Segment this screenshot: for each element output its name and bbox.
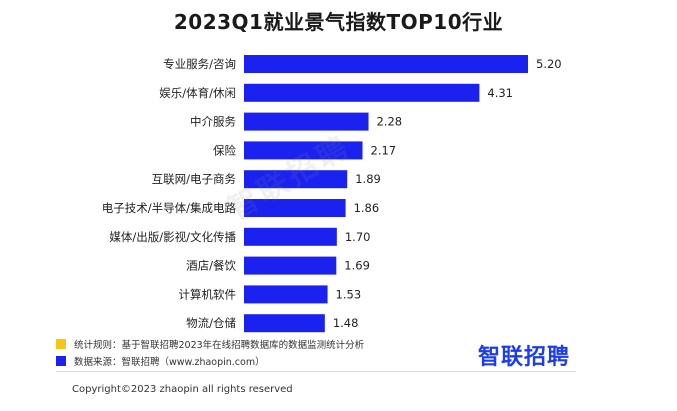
category-label: 酒店/餐饮 <box>186 259 236 273</box>
category-label: 娱乐/体育/休闲 <box>159 86 236 100</box>
bar <box>244 55 528 73</box>
category-label: 专业服务/咨询 <box>163 57 236 71</box>
bar <box>244 141 363 160</box>
legend-swatch-yellow <box>56 339 66 349</box>
bar <box>244 170 348 189</box>
bar <box>244 227 337 246</box>
category-label: 保险 <box>213 143 236 157</box>
legend-swatch-blue <box>56 356 66 366</box>
value-label: 2.28 <box>377 115 403 129</box>
value-label: 1.89 <box>355 172 381 186</box>
value-label: 1.48 <box>333 316 359 330</box>
value-label: 1.70 <box>345 230 371 244</box>
value-label: 1.86 <box>354 201 380 215</box>
legend-item-source: 数据来源：智联招聘（www.zhaopin.com） <box>56 354 265 368</box>
legend-text-rule: 统计规则：基于智联招聘2023年在线招聘数据库的数据监测统计分析 <box>74 340 365 351</box>
category-label: 电子技术/半导体/集成电路 <box>102 201 237 215</box>
value-label: 4.31 <box>487 86 513 100</box>
category-label: 互联网/电子商务 <box>152 172 237 186</box>
legend-item-rule: 统计规则：基于智联招聘2023年在线招聘数据库的数据监测统计分析 <box>56 337 364 351</box>
value-label: 1.53 <box>336 287 362 301</box>
category-label: 中介服务 <box>190 115 236 129</box>
category-label: 计算机软件 <box>179 287 237 301</box>
value-label: 2.17 <box>371 143 397 157</box>
copyright-text: Copyright©2023 zhaopin all rights reserv… <box>72 384 293 395</box>
category-label: 媒体/出版/影视/文化传播 <box>109 230 236 244</box>
bar <box>244 285 328 304</box>
category-label: 物流/仓储 <box>186 316 236 330</box>
value-label: 1.69 <box>344 259 370 273</box>
chart-title: 2023Q1就业景气指数TOP10行业 <box>173 10 504 34</box>
bar <box>244 256 337 275</box>
footer-divider <box>56 371 576 372</box>
bar <box>244 314 325 333</box>
brand-logo: 智联招聘 <box>478 345 571 370</box>
bar-chart: 专业服务/咨询 5.20 娱乐/体育/休闲 4.31 中介服务 2.28 保险 2.17 互联网… <box>102 55 562 333</box>
bar <box>244 83 480 102</box>
bar <box>244 199 346 217</box>
value-label: 5.20 <box>536 57 562 71</box>
bar <box>244 112 369 131</box>
legend-text-source: 数据来源：智联招聘（www.zhaopin.com） <box>74 357 265 368</box>
